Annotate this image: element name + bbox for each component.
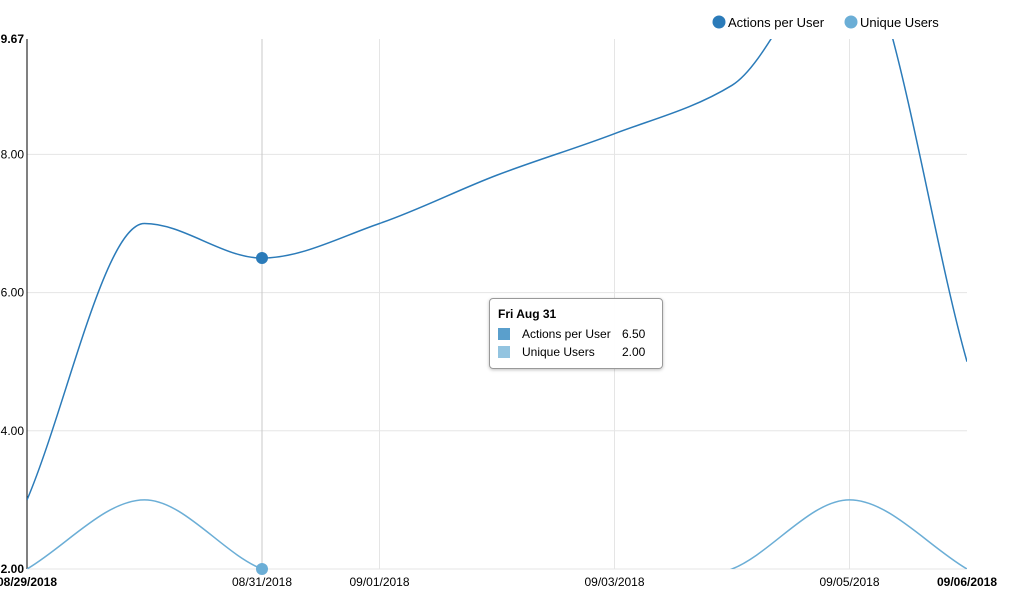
x-tick-label: 09/01/2018 <box>349 575 409 589</box>
tooltip-swatch <box>498 346 510 358</box>
y-tick-label: 9.67 <box>1 32 25 46</box>
x-tick-label: 09/05/2018 <box>819 575 879 589</box>
series-line-actions-per-user <box>27 39 967 501</box>
axes <box>26 39 967 570</box>
hover-point-actions-per-user <box>256 252 268 265</box>
x-tick-label: 09/06/2018 <box>937 575 997 589</box>
tick-labels: 2.00 4.00 6.00 8.00 9.67 08/29/2018 08/31/2018… <box>0 32 997 589</box>
y-tick-label: 8.00 <box>1 147 25 161</box>
tooltip-row-actions-per-user: Actions per User 6.50 <box>498 325 654 343</box>
tooltip-row-unique-users: Unique Users 2.00 <box>498 343 654 361</box>
tooltip-series-name: Unique Users <box>522 345 595 359</box>
x-tick-label: 08/29/2018 <box>0 575 57 589</box>
tooltip-series-value: 2.00 <box>622 345 646 359</box>
legend[interactable]: Actions per User Unique Users <box>712 15 940 30</box>
legend-label: Actions per User <box>728 15 825 30</box>
x-tick-label: 09/03/2018 <box>584 575 644 589</box>
x-tick-label: 08/31/2018 <box>232 575 292 589</box>
tooltip-swatch <box>498 328 510 340</box>
legend-marker <box>712 15 726 29</box>
y-tick-label: 2.00 <box>1 562 25 576</box>
hover-layer <box>256 39 268 575</box>
legend-item-unique-users[interactable]: Unique Users <box>844 15 940 30</box>
tooltip-series-name: Actions per User <box>522 327 611 341</box>
legend-item-actions-per-user[interactable]: Actions per User <box>712 15 825 30</box>
legend-label: Unique Users <box>860 15 939 30</box>
hover-point-unique-users <box>256 563 268 575</box>
tooltip-title: Fri Aug 31 <box>498 307 557 321</box>
legend-marker <box>844 15 858 29</box>
y-tick-label: 4.00 <box>1 424 25 438</box>
tooltip: Fri Aug 31 Actions per User 6.50 Unique … <box>489 298 663 369</box>
series-layer <box>27 39 967 569</box>
y-tick-label: 6.00 <box>1 286 25 300</box>
series-line-unique-users <box>27 499 967 569</box>
tooltip-series-value: 6.50 <box>622 327 646 341</box>
